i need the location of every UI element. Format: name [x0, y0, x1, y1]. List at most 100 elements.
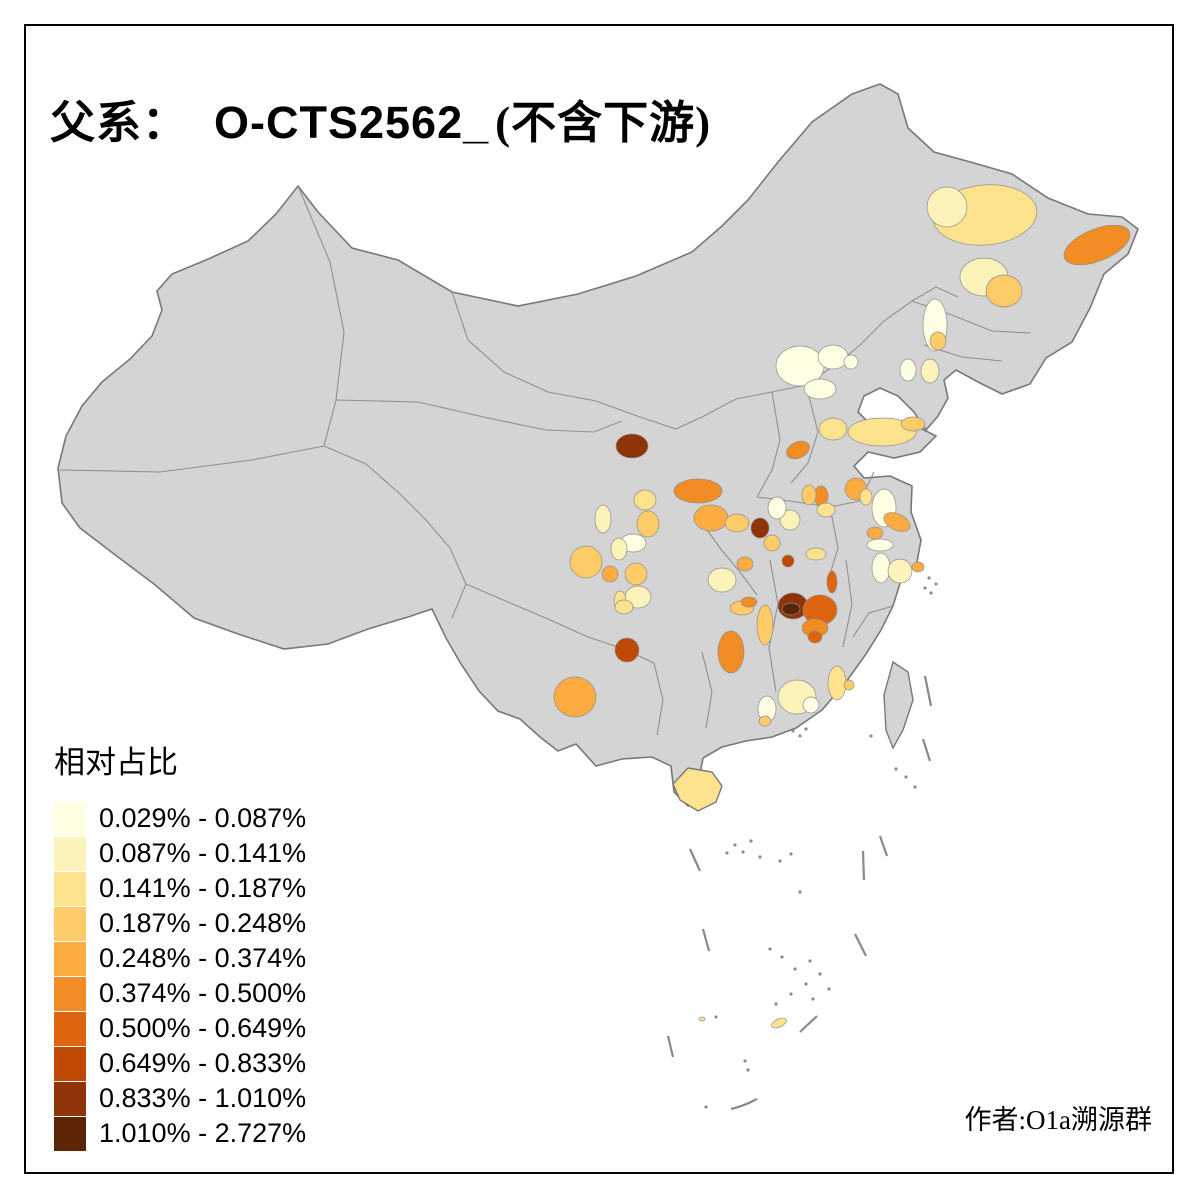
map-region: [756, 604, 774, 646]
map-region: [771, 1017, 787, 1029]
island-dots: [704, 576, 938, 1109]
map-region: [736, 556, 754, 572]
legend-label: 0.087% - 0.141%: [99, 838, 307, 868]
legend-label: 0.374% - 0.500%: [99, 978, 307, 1008]
legend-rows: 0.029% - 0.087% 0.087% - 0.141% 0.141% - 0…: [54, 801, 306, 1151]
map-region: [816, 502, 836, 518]
map-region: [859, 488, 873, 506]
map-region: [1063, 224, 1131, 266]
choropleth-regions: [553, 184, 1131, 1029]
legend-row: 0.029% - 0.087%: [54, 801, 306, 836]
map-region: [767, 496, 787, 520]
map-title: 父系： O-CTS2562_ (不含下游): [50, 86, 711, 151]
legend-row: 0.087% - 0.141%: [54, 836, 306, 871]
legend: 相对占比 0.029% - 0.087% 0.087% - 0.141% 0.141…: [54, 744, 306, 1151]
legend-swatch: [54, 801, 86, 836]
map-region: [707, 567, 737, 593]
taiwan-island: [883, 660, 914, 750]
map-region: [633, 489, 657, 511]
map-region: [985, 274, 1023, 308]
nine-dash-line: [666, 675, 933, 1111]
legend-label: 0.187% - 0.248%: [99, 908, 307, 938]
legend-row: 0.833% - 1.010%: [54, 1081, 306, 1116]
legend-row: 0.187% - 0.248%: [54, 906, 306, 941]
legend-row: 1.010% - 2.727%: [54, 1116, 306, 1151]
map-region: [843, 354, 859, 370]
legend-label: 0.141% - 0.187%: [99, 873, 307, 903]
legend-row: 0.248% - 0.374%: [54, 941, 306, 976]
map-region: [920, 358, 940, 384]
legend-row: 0.649% - 0.833%: [54, 1046, 306, 1081]
map-region: [569, 545, 603, 579]
title-haplogroup: O-CTS2562_: [214, 97, 490, 149]
map-region: [926, 186, 968, 228]
map-region: [911, 561, 925, 573]
legend-swatch: [54, 1046, 86, 1081]
map-region: [601, 565, 619, 583]
map-region: [673, 478, 723, 504]
legend-swatch: [54, 1011, 86, 1046]
map-region: [615, 433, 649, 459]
map-region: [750, 517, 770, 539]
legend-label: 0.500% - 0.649%: [99, 1013, 307, 1043]
map-region: [801, 484, 817, 506]
map-region: [826, 570, 838, 594]
map-region: [553, 676, 597, 718]
hainan-island: [672, 767, 723, 812]
map-region: [843, 679, 855, 691]
legend-label: 0.248% - 0.374%: [99, 943, 307, 973]
map-region: [758, 715, 772, 727]
map-region: [724, 513, 750, 533]
map-region: [614, 599, 634, 615]
legend-swatch: [54, 836, 86, 871]
legend-row: 0.374% - 0.500%: [54, 976, 306, 1011]
map-region: [781, 554, 795, 568]
title-suffix: (不含下游): [495, 98, 712, 149]
legend-swatch: [54, 906, 86, 941]
legend-row: 0.500% - 0.649%: [54, 1011, 306, 1046]
plot-frame: [24, 24, 1174, 1174]
legend-swatch: [54, 941, 86, 976]
map-region: [818, 417, 848, 441]
legend-label: 0.649% - 0.833%: [99, 1048, 307, 1078]
legend-swatch: [54, 1081, 86, 1116]
title-prefix: 父系：: [50, 98, 189, 149]
map-region: [779, 509, 801, 531]
map-region: [866, 526, 884, 540]
map-region: [740, 596, 758, 608]
legend-label: 0.029% - 0.087%: [99, 803, 307, 833]
map-region: [763, 534, 781, 552]
province-borders: [59, 185, 1031, 736]
map-region: [899, 358, 917, 382]
legend-title: 相对占比: [54, 745, 178, 780]
map-region: [614, 637, 640, 663]
legend-swatch: [54, 1116, 86, 1151]
map-region: [786, 440, 810, 460]
attribution: 作者:O1a溯源群: [964, 1105, 1152, 1135]
map-region: [698, 1016, 706, 1022]
legend-swatch: [54, 976, 86, 1011]
map-region: [624, 562, 648, 586]
map-region: [929, 331, 947, 351]
map-region: [717, 630, 745, 674]
map-region: [594, 504, 612, 534]
map-region: [802, 696, 820, 714]
map-region: [803, 378, 837, 400]
map-region: [887, 558, 913, 584]
legend-label: 0.833% - 1.010%: [99, 1083, 307, 1113]
map-region: [847, 417, 917, 447]
map-region: [807, 630, 823, 644]
map-region: [900, 416, 926, 432]
map-region: [866, 538, 894, 552]
mainland-outline: [57, 83, 1139, 808]
map-region: [883, 512, 911, 532]
map-region: [610, 537, 628, 561]
legend-label: 1.010% - 2.727%: [99, 1118, 307, 1148]
map-region: [781, 602, 801, 616]
legend-row: 0.141% - 0.187%: [54, 871, 306, 906]
legend-swatch: [54, 871, 86, 906]
map-region: [805, 547, 827, 561]
map-region: [636, 510, 660, 538]
